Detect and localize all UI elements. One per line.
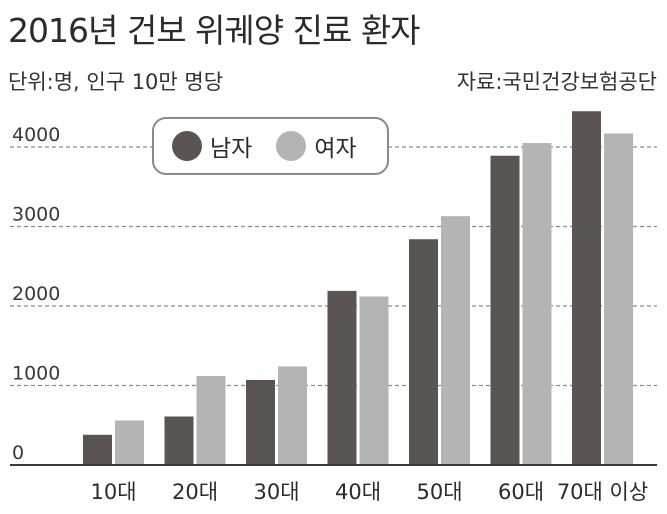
bar-male bbox=[164, 416, 194, 465]
bar-female bbox=[604, 133, 633, 466]
x-tick-label: 30대 bbox=[253, 480, 299, 504]
source-label: 자료:국민건강보험공단 bbox=[456, 70, 657, 94]
y-tick-label: 4000 bbox=[12, 124, 60, 146]
x-tick-label: 50대 bbox=[416, 480, 462, 504]
y-tick-label: 0 bbox=[12, 442, 24, 464]
legend-item-male: 남자 bbox=[172, 129, 252, 163]
bar-female bbox=[359, 296, 389, 465]
bar-male bbox=[490, 155, 520, 465]
bar-female bbox=[115, 420, 144, 465]
bar-male bbox=[327, 290, 357, 465]
legend-swatch-female bbox=[276, 131, 307, 161]
x-tick-label: 70대 이상 bbox=[557, 480, 648, 504]
bar-female bbox=[278, 366, 307, 465]
bar-female bbox=[522, 143, 552, 465]
legend-item-female: 여자 bbox=[276, 129, 357, 163]
legend-swatch-male bbox=[172, 131, 202, 161]
legend: 남자 여자 bbox=[152, 117, 389, 175]
unit-label: 단위:명, 인구 10만 명당 bbox=[8, 70, 224, 94]
bar-male bbox=[572, 111, 601, 465]
x-tick-label: 10대 bbox=[90, 480, 136, 504]
y-tick-label: 3000 bbox=[12, 204, 60, 226]
x-tick-label: 40대 bbox=[335, 480, 381, 504]
bar-male bbox=[409, 239, 438, 465]
x-tick-label: 60대 bbox=[498, 480, 544, 504]
legend-label-male: 남자 bbox=[210, 136, 253, 162]
bar-female bbox=[196, 375, 226, 465]
bar-male bbox=[83, 434, 112, 465]
bar-male bbox=[246, 379, 275, 465]
x-tick-label: 20대 bbox=[172, 480, 218, 504]
chart-title: 2016년 건보 위궤양 진료 환자 bbox=[8, 11, 421, 50]
y-tick-label: 1000 bbox=[12, 363, 60, 385]
y-tick-label: 2000 bbox=[12, 283, 60, 305]
bar-female bbox=[441, 216, 470, 465]
legend-label-female: 여자 bbox=[314, 136, 357, 162]
